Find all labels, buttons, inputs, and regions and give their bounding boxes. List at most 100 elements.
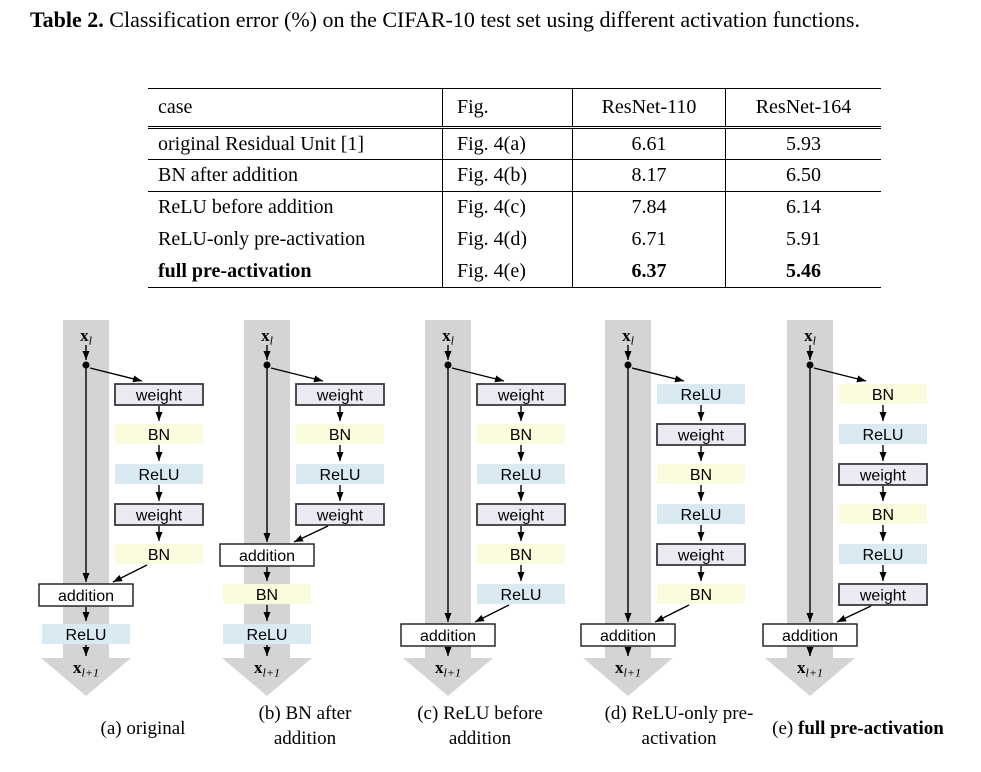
branch-dot	[806, 361, 814, 369]
figure-caption-e: (e) full pre-activation	[744, 716, 972, 741]
weight-label: weight	[859, 468, 907, 485]
figure-caption-text: full pre-activation	[798, 718, 944, 739]
relu-label: ReLU	[139, 467, 180, 484]
flow-arrow	[270, 367, 324, 383]
weight-box	[838, 463, 928, 486]
output-label: xl+1	[615, 658, 641, 680]
addition-label: addition	[420, 628, 476, 645]
bn-label: BN	[690, 587, 712, 604]
relu-label: ReLU	[320, 467, 361, 484]
table-cell-resnet164: 5.91	[725, 223, 881, 256]
bn-label: BN	[872, 387, 894, 404]
table-cell-case: ReLU-only pre-activation	[158, 228, 366, 250]
weight-label: weight	[135, 388, 183, 405]
table-cell-case: BN after addition	[158, 164, 298, 186]
bn-label: BN	[148, 427, 170, 444]
addition-label: addition	[239, 548, 295, 565]
table-cell-resnet110: 7.84	[572, 191, 726, 224]
weight-label: weight	[677, 548, 725, 565]
residual-unit-diagram-c: xl weight BN ReLU weight BN ReLU addition xl+1	[400, 320, 566, 696]
column-header-resnet110: ResNet-110	[572, 88, 726, 128]
branch-dot	[263, 361, 271, 369]
relu-label: ReLU	[681, 387, 722, 404]
relu-label: ReLU	[501, 587, 542, 604]
relu-box	[296, 464, 384, 484]
bn-label: BN	[148, 547, 170, 564]
column-header-case: case	[158, 96, 193, 118]
input-label: xl	[804, 326, 817, 348]
table-cell-fig: Fig. 4(c)	[442, 191, 573, 224]
figure-caption-prefix: (c)	[417, 703, 444, 724]
bn-label: BN	[510, 427, 532, 444]
figure-caption-prefix: (d)	[604, 703, 632, 724]
weight-label: weight	[497, 388, 545, 405]
relu-label: ReLU	[863, 427, 904, 444]
table-row: BN after addition Fig. 4(b) 8.17 6.50	[148, 159, 881, 192]
bn-label: BN	[256, 587, 278, 604]
relu-label: ReLU	[863, 547, 904, 564]
weight-label: weight	[316, 508, 364, 525]
relu-box	[657, 384, 745, 404]
shortcut-arrowhead	[222, 658, 312, 696]
figure-caption-b: (b) BN after addition	[240, 701, 370, 751]
bn-box	[657, 584, 745, 604]
figure-caption-text: ReLU-only pre-activation	[631, 703, 754, 749]
input-label: xl	[622, 326, 635, 348]
bn-box	[115, 424, 203, 444]
figure-caption-a: (a) original	[58, 716, 228, 741]
branch-dot	[444, 361, 452, 369]
table-cell-resnet164: 5.46	[725, 255, 881, 288]
weight-box	[838, 583, 928, 606]
shortcut-arrowhead	[403, 658, 493, 696]
weight-box	[114, 503, 204, 526]
table-cell-resnet110: 8.17	[572, 159, 726, 192]
bn-box	[657, 464, 745, 484]
input-label: xl	[442, 326, 455, 348]
table-cell-resnet164: 5.93	[725, 127, 881, 160]
input-label: xl	[80, 326, 93, 348]
table-cell-resnet110: 6.61	[572, 127, 726, 160]
weight-label: weight	[497, 508, 545, 525]
bn-label: BN	[872, 507, 894, 524]
figure-caption-d: (d) ReLU-only pre-activation	[601, 701, 757, 751]
relu-box	[657, 504, 745, 524]
relu-box	[223, 624, 311, 644]
bn-box	[477, 424, 565, 444]
bn-box	[839, 504, 927, 524]
relu-label: ReLU	[66, 627, 107, 644]
relu-box	[115, 464, 203, 484]
table-cell-fig: Fig. 4(e)	[442, 255, 573, 288]
table-cell-resnet164: 6.14	[725, 191, 881, 224]
residual-unit-diagram-d: xl ReLU weight BN ReLU weight BN addition xl+1	[580, 320, 746, 696]
relu-label: ReLU	[247, 627, 288, 644]
figure-caption-c: (c) ReLU before addition	[400, 701, 560, 751]
output-label: xl+1	[73, 658, 99, 680]
table-cell-resnet110: 6.71	[572, 223, 726, 256]
relu-box	[477, 584, 565, 604]
weight-box	[476, 503, 566, 526]
branch-dot	[82, 361, 90, 369]
addition-label: addition	[58, 588, 114, 605]
relu-label: ReLU	[501, 467, 542, 484]
table-row: ReLU-only pre-activation Fig. 4(d) 6.71 5.9…	[148, 223, 881, 256]
relu-label: ReLU	[681, 507, 722, 524]
table-header-row: case Fig. ResNet-110 ResNet-164	[148, 88, 881, 128]
shortcut-arrowhead	[41, 658, 131, 696]
bn-label: BN	[329, 427, 351, 444]
table-caption-text: Classification error (%) on the CIFAR-10…	[109, 7, 860, 32]
figure-caption-prefix: (b)	[258, 703, 286, 724]
residual-unit-diagram-a: xl weight BN ReLU weight BN addition ReLU xl+1	[38, 320, 204, 696]
figure-caption-prefix: (e)	[772, 718, 798, 739]
table-row: full pre-activation Fig. 4(e) 6.37 5.46	[148, 255, 881, 288]
table-cell-fig: Fig. 4(a)	[442, 127, 573, 160]
residual-unit-diagram-b: xl weight BN ReLU weight addition BN ReLU xl+1	[219, 320, 385, 696]
branch-dot	[624, 361, 632, 369]
flow-arrow	[813, 367, 867, 383]
bn-box	[223, 584, 311, 604]
column-header-resnet164: ResNet-164	[725, 88, 881, 128]
results-table: case Fig. ResNet-110 ResNet-164 original…	[148, 88, 881, 288]
flow-arrow	[451, 367, 505, 383]
flow-arrow	[89, 367, 143, 383]
output-label: xl+1	[435, 658, 461, 680]
flow-arrow	[654, 604, 690, 623]
